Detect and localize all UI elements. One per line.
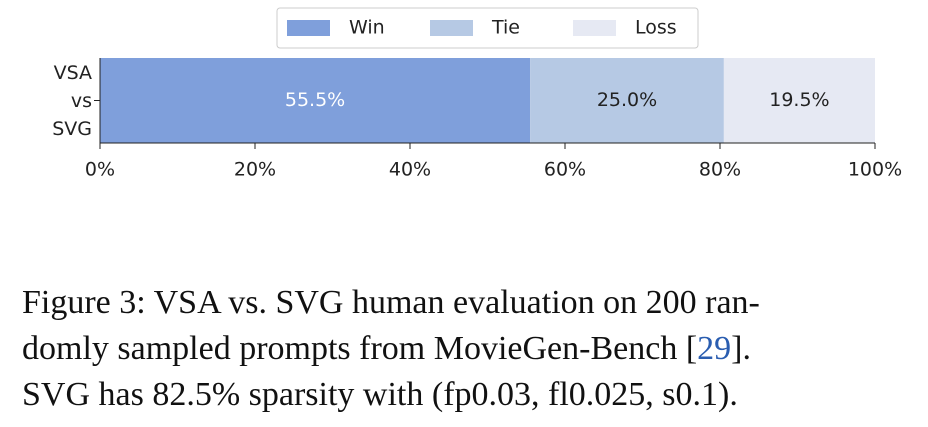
caption-line: domly sampled prompts from MovieGen-Benc… <box>22 326 760 372</box>
x-tick-label: 20% <box>234 159 276 181</box>
caption-text: ]. <box>731 330 751 367</box>
bar-segment <box>723 58 875 143</box>
legend-swatch <box>430 20 473 36</box>
x-tick-label: 80% <box>699 159 741 181</box>
x-tick-label: 40% <box>389 159 431 181</box>
legend-label: Tie <box>491 17 520 39</box>
caption-text: domly sampled prompts from MovieGen-Benc… <box>22 330 698 367</box>
x-tick-label: 60% <box>544 159 586 181</box>
value-label: 55.5% <box>285 89 345 111</box>
legend-swatch <box>573 20 616 36</box>
legend: Win Tie Loss <box>276 7 699 49</box>
bar-segment <box>100 58 531 143</box>
chart: 55.5% 25.0% 19.5% 0% 20% 40% 60% 80% 100% Win Tie L… <box>85 7 902 181</box>
citation[interactable]: 29 <box>697 330 732 367</box>
caption-line: SVG has 82.5% sparsity with (fp0.03, fl0… <box>22 372 760 418</box>
bar-segment <box>530 58 724 143</box>
legend-label: Win <box>349 17 385 39</box>
caption-text: SVG has 82.5% sparsity with (fp0.03, fl0… <box>22 376 738 413</box>
x-tick-label: 100% <box>848 159 902 181</box>
category-label: VSA vs SVG <box>52 61 92 140</box>
legend-label: Loss <box>635 17 677 39</box>
value-label: 25.0% <box>597 89 657 111</box>
x-tick-label: 0% <box>85 159 115 181</box>
value-label: 19.5% <box>769 89 829 111</box>
legend-frame <box>276 7 699 49</box>
caption-text: Figure 3: VSA vs. SVG human evaluation o… <box>22 284 760 321</box>
legend-swatch <box>287 20 330 36</box>
caption-line: Figure 3: VSA vs. SVG human evaluation o… <box>22 280 760 326</box>
caption: Figure 3: VSA vs. SVG human evaluation o… <box>22 280 760 418</box>
